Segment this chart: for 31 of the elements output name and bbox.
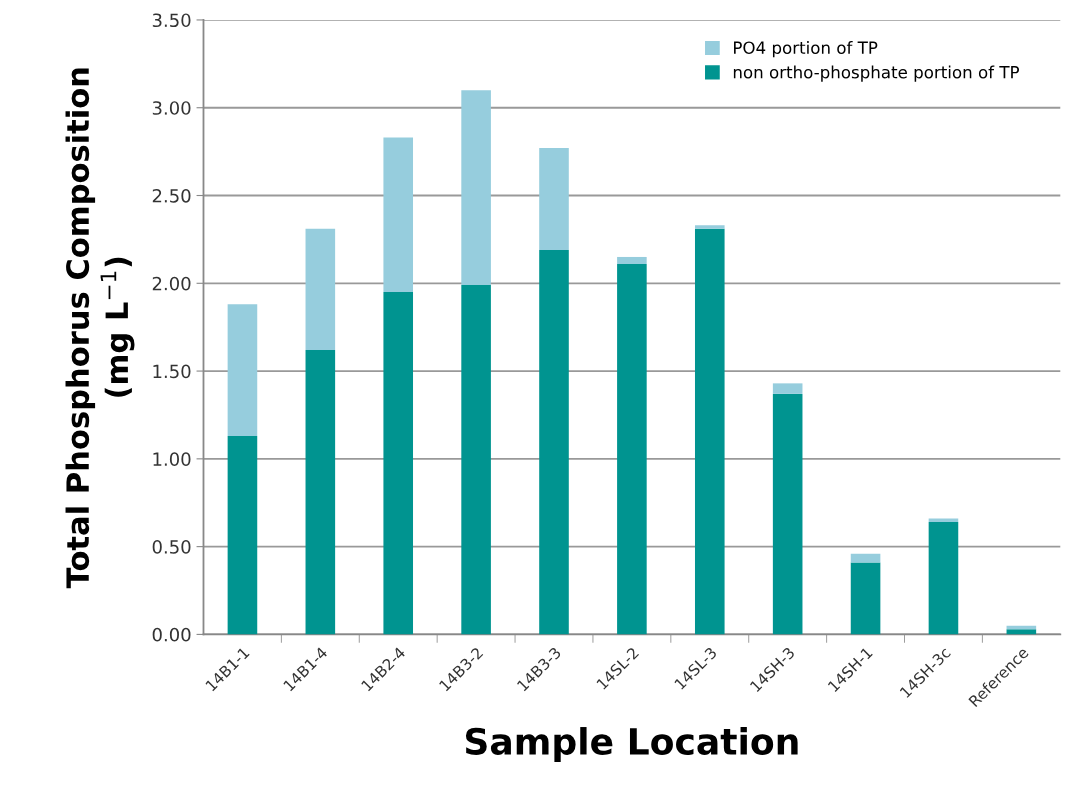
y-tick-label: 2.50 [152, 188, 191, 203]
y-tick-label: 3.50 [152, 13, 191, 28]
bar [461, 90, 491, 286]
y-tick-label: 3.00 [152, 101, 191, 115]
bar [928, 522, 959, 635]
y-tick-label: 0.00 [152, 627, 191, 642]
bar [772, 393, 803, 635]
bar [850, 562, 881, 635]
bar [305, 228, 336, 350]
bar [617, 263, 647, 635]
legend-label: PO4 portion of TP [734, 41, 878, 58]
y-axis-title: Total Phosphorus Composition (mg L$^{−1}$) [65, 68, 135, 589]
bar [694, 228, 725, 635]
y-tick-label: 1.00 [153, 452, 191, 466]
bar [461, 285, 491, 635]
y-tick-label: 0.50 [152, 540, 191, 554]
bar [305, 350, 336, 635]
bar [227, 436, 258, 635]
bar [617, 256, 647, 264]
bar [539, 249, 569, 635]
x-axis-title: Sample Location [465, 727, 798, 762]
y-tick-label: 1.50 [153, 364, 191, 379]
bar [383, 137, 414, 293]
bar [227, 304, 258, 437]
bar [1006, 629, 1037, 635]
bar [694, 225, 725, 229]
bar [539, 148, 569, 250]
bar [772, 383, 803, 394]
y-tick-label: 2.00 [152, 276, 191, 291]
bar [383, 292, 414, 635]
legend-label: non ortho-phosphate portion of TP [733, 65, 1020, 82]
